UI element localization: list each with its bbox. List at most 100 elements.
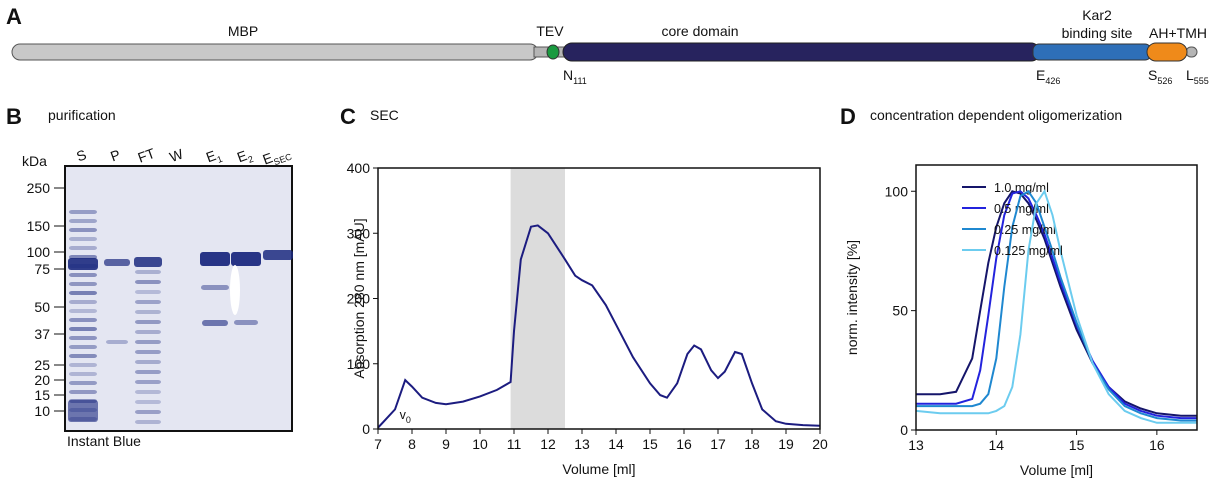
- chart-title: concentration dependent oligomerization: [870, 107, 1122, 123]
- marker-label: 20: [34, 372, 50, 388]
- gel-band: [69, 363, 97, 367]
- label-sub: SEC: [272, 151, 293, 167]
- panel-label: B: [6, 104, 22, 129]
- sub-label: v0: [400, 408, 411, 425]
- x-tick-label: 14: [988, 437, 1004, 453]
- gel-band: [69, 390, 97, 394]
- chart-title: SEC: [370, 107, 399, 123]
- gel-band: [135, 340, 161, 344]
- kar2-binding-site: [1033, 44, 1151, 60]
- gel-band: [263, 250, 293, 260]
- x-tick-label: 16: [1149, 437, 1165, 453]
- panel-label: A: [6, 4, 22, 29]
- gel-band: [201, 285, 229, 290]
- gel-band: [135, 390, 161, 394]
- sub-label: L555: [1186, 67, 1209, 86]
- marker-label: 37: [34, 326, 50, 342]
- gel-band: [69, 318, 97, 322]
- gel-band: [135, 350, 161, 354]
- gel-band: [69, 300, 97, 304]
- x-tick-label: 7: [374, 436, 382, 452]
- gel-band: [135, 370, 161, 374]
- sub-label: E426: [1036, 67, 1060, 86]
- gel-band: [234, 320, 258, 325]
- marker-label: 15: [34, 387, 50, 403]
- data-line: [916, 191, 1197, 418]
- x-tick-label: 16: [676, 436, 692, 452]
- x-tick-label: 13: [574, 436, 590, 452]
- gel-band: [69, 345, 97, 349]
- gel-band: [135, 400, 161, 404]
- x-tick-label: 15: [1069, 437, 1085, 453]
- domain-label: TEV: [536, 23, 564, 39]
- gel-band: [69, 273, 97, 277]
- label-sub: 111: [573, 76, 587, 86]
- gel-band: [69, 336, 97, 340]
- x-tick-label: 12: [540, 436, 556, 452]
- marker-label: 10: [34, 403, 50, 419]
- panel-title: purification: [48, 107, 116, 123]
- y-tick-label: 0: [900, 422, 908, 438]
- gel-glare: [230, 265, 240, 315]
- gel-band: [135, 270, 161, 274]
- domain-label: MBP: [228, 23, 258, 39]
- residue-labels: N111 E426 S526 L555: [563, 67, 1209, 86]
- y-tick-label: 100: [885, 183, 909, 199]
- label-sub: 526: [1157, 76, 1172, 86]
- marker-label: 150: [27, 218, 51, 234]
- gel-band: [69, 381, 97, 385]
- legend-label: 0.125 mg/ml: [994, 244, 1063, 258]
- y-tick-label: 50: [892, 303, 908, 319]
- x-tick-label: 8: [408, 436, 416, 452]
- x-tick-label: 13: [908, 437, 924, 453]
- legend-label: 0.25 mg/ml: [994, 223, 1056, 237]
- ah-tmh: [1147, 43, 1187, 61]
- plot-frame: [916, 165, 1197, 430]
- gel-band: [135, 420, 161, 424]
- gel-band: [135, 330, 161, 334]
- x-tick-label: 11: [507, 436, 522, 452]
- gel-band: [69, 372, 97, 376]
- label-main: N: [563, 67, 573, 83]
- gel-band: [69, 309, 97, 313]
- label-main: L: [1186, 67, 1194, 83]
- data-line: [378, 225, 820, 427]
- gel-band: [104, 259, 130, 266]
- gel-band: [135, 380, 161, 384]
- gel-band: [200, 252, 230, 266]
- marker-label: 50: [34, 299, 50, 315]
- data-line: [916, 191, 1197, 415]
- x-tick-label: 10: [472, 436, 488, 452]
- mbp-domain: [12, 44, 538, 60]
- x-tick-label: 20: [812, 436, 828, 452]
- x-tick-label: 14: [608, 436, 624, 452]
- label-sub: 426: [1045, 76, 1060, 86]
- tev-site: [547, 45, 559, 59]
- gel-band: [135, 290, 161, 294]
- label-main: P: [108, 146, 122, 164]
- label-sub: 1: [216, 154, 224, 165]
- marker-label: 250: [27, 180, 51, 196]
- label-main: W: [167, 145, 186, 165]
- x-axis-label: Volume [ml]: [1020, 462, 1093, 478]
- figure: A MBP TEV core domain Kar2 binding site …: [0, 0, 1217, 484]
- label-main: S: [1148, 67, 1157, 83]
- gel-band: [69, 354, 97, 358]
- sub-label: P: [108, 146, 122, 164]
- gel-band: [135, 360, 161, 364]
- gel-band: [69, 237, 97, 241]
- label-main: E: [1036, 67, 1045, 83]
- x-tick-label: 9: [442, 436, 450, 452]
- core-domain: [563, 43, 1040, 61]
- sub-label: E2: [235, 145, 255, 168]
- gel-band: [68, 258, 98, 270]
- marker-label: 75: [34, 261, 50, 277]
- gel-band: [135, 280, 161, 284]
- label-main: FT: [136, 145, 158, 166]
- y-tick-label: 400: [347, 160, 371, 176]
- label-sub: 0: [406, 415, 411, 425]
- gel-band: [231, 252, 261, 266]
- gel-band: [106, 340, 128, 344]
- domain-label: binding site: [1062, 25, 1133, 41]
- y-tick-label: 0: [362, 421, 370, 437]
